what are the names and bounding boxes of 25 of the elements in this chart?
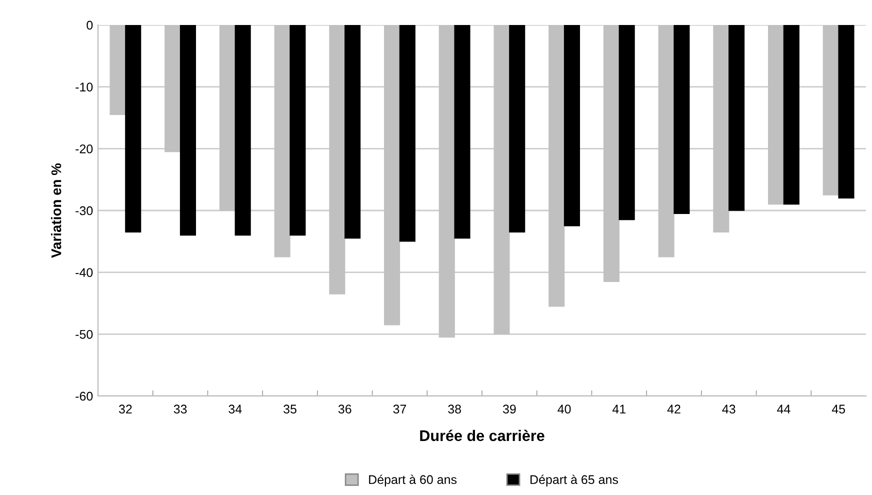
y-tick-label: -40 xyxy=(76,268,93,277)
x-tick-label: 35 xyxy=(284,404,296,414)
x-tick-label: 37 xyxy=(393,404,406,414)
y-axis-title: Variation en % xyxy=(51,163,62,258)
x-tick-label: 44 xyxy=(777,404,790,414)
y-tick-label: 0 xyxy=(86,20,93,30)
legend-label: Départ à 65 ans xyxy=(530,474,618,486)
y-tick-label: -10 xyxy=(76,82,93,92)
x-axis-title: Durée de carrière xyxy=(420,430,544,442)
x-tick-label: 43 xyxy=(722,404,736,414)
x-tick-label: 33 xyxy=(174,404,187,414)
x-tick-label: 39 xyxy=(502,404,516,414)
y-tick-label: -60 xyxy=(76,392,93,401)
x-tick-label: 42 xyxy=(667,404,680,414)
x-tick-label: 45 xyxy=(832,404,845,414)
x-tick-label: 41 xyxy=(612,404,626,414)
y-tick-label: -20 xyxy=(76,144,93,154)
x-tick-label: 40 xyxy=(558,404,571,414)
x-tick-label: 38 xyxy=(448,404,461,414)
y-tick-label: -30 xyxy=(76,206,93,216)
y-tick-label: -50 xyxy=(76,330,93,339)
legend-label: Départ à 60 ans xyxy=(369,474,457,486)
x-tick-label: 34 xyxy=(228,404,242,414)
x-tick-label: 32 xyxy=(118,404,132,414)
x-tick-label: 36 xyxy=(338,404,352,414)
